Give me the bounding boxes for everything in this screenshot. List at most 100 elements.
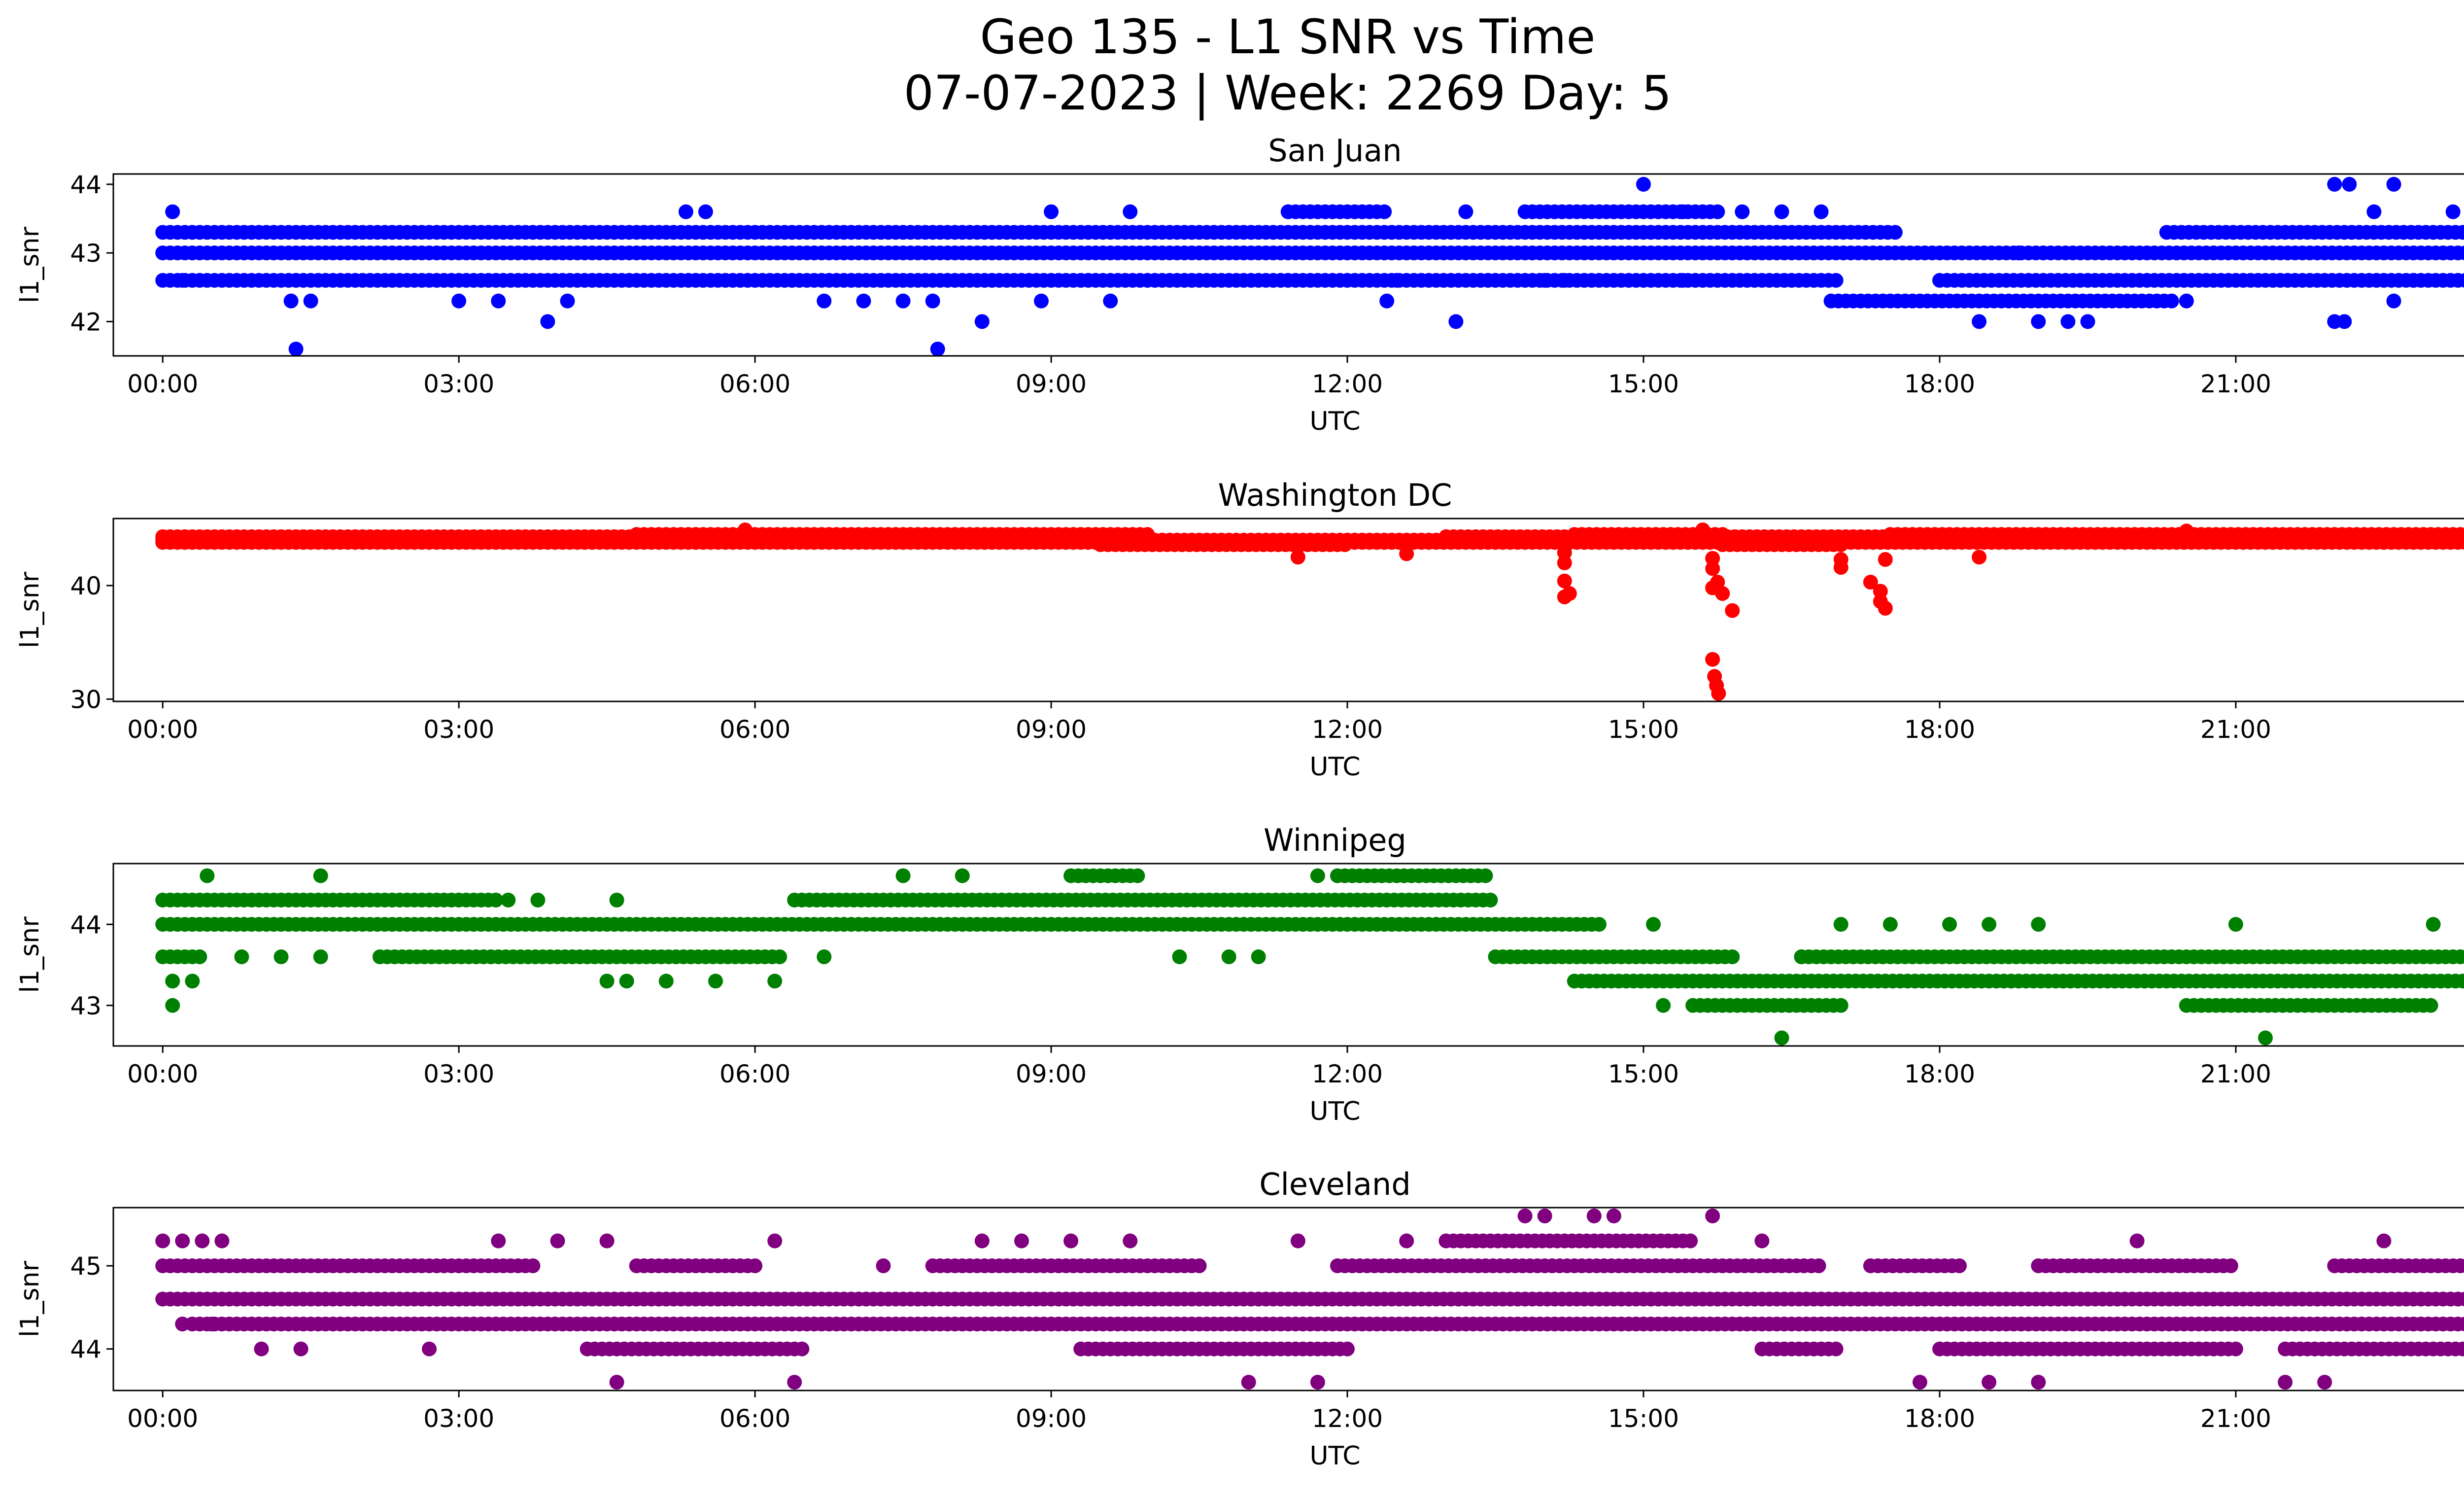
data-point — [876, 1258, 891, 1273]
data-point — [1557, 573, 1572, 589]
data-point — [1340, 1341, 1355, 1356]
data-series — [155, 868, 2464, 1045]
data-point — [2179, 293, 2194, 309]
x-tick-label: 09:00 — [1016, 1404, 1087, 1433]
data-point — [1221, 949, 1236, 965]
data-point — [817, 293, 832, 309]
y-tick-label: 42 — [70, 308, 102, 336]
data-point — [1982, 1375, 1997, 1390]
data-point — [530, 893, 546, 907]
data-point — [1676, 204, 1691, 219]
x-tick-label: 12:00 — [1312, 1060, 1383, 1088]
x-tick-label: 00:00 — [127, 370, 198, 398]
data-point — [422, 1341, 437, 1356]
data-point — [1942, 917, 1957, 932]
data-point — [1636, 176, 1651, 192]
data-series — [155, 176, 2464, 356]
data-point — [794, 1341, 810, 1356]
data-point — [1483, 893, 1498, 907]
data-point — [1537, 273, 1552, 288]
data-point — [2223, 1258, 2238, 1273]
data-point — [1794, 949, 1809, 965]
data-point — [2011, 245, 2026, 261]
y-axis-label: l1_snr — [15, 1260, 45, 1337]
data-point — [1399, 546, 1414, 561]
data-point — [1887, 225, 1903, 240]
data-point — [491, 293, 506, 309]
data-point — [678, 204, 693, 219]
data-point — [609, 1375, 624, 1390]
data-point — [2386, 176, 2401, 192]
data-point — [1811, 1258, 1826, 1273]
data-point — [930, 342, 945, 356]
chart-title: Washington DC — [1218, 477, 1452, 513]
data-point — [303, 225, 318, 240]
data-point — [1123, 1233, 1138, 1249]
x-tick-label: 00:00 — [127, 1404, 198, 1433]
data-point — [313, 868, 328, 883]
data-point — [1130, 868, 1145, 883]
data-point — [1676, 273, 1691, 288]
data-point — [274, 949, 289, 965]
data-point — [1458, 204, 1473, 219]
data-point — [1557, 545, 1572, 560]
x-tick-label: 18:00 — [1904, 370, 1975, 398]
plot-frame — [112, 1207, 2464, 1391]
data-point — [2060, 314, 2076, 329]
data-point — [491, 1233, 506, 1249]
data-point — [155, 1233, 171, 1249]
data-point — [1725, 949, 1740, 965]
data-point — [1478, 868, 1493, 883]
chart-title: Winnipeg — [1264, 822, 1406, 858]
data-point — [2453, 949, 2464, 965]
data-point — [767, 973, 783, 989]
data-point — [2460, 1259, 2464, 1272]
data-point — [540, 314, 555, 329]
data-point — [165, 973, 180, 989]
data-point — [1241, 1375, 1256, 1390]
data-point — [175, 1233, 190, 1249]
data-point — [2453, 1258, 2464, 1273]
data-series — [155, 522, 2464, 701]
data-point — [2445, 204, 2461, 219]
x-axis-label: UTC — [1309, 752, 1360, 782]
data-point — [254, 1341, 269, 1356]
data-point — [895, 868, 911, 883]
x-tick-label: 03:00 — [423, 1060, 494, 1088]
x-tick-label: 18:00 — [1904, 715, 1975, 744]
data-point — [451, 293, 467, 309]
data-point — [1710, 204, 1725, 219]
data-point — [2463, 977, 2464, 985]
data-point — [1705, 561, 1720, 576]
data-point — [1774, 1030, 1789, 1045]
x-tick-label: 06:00 — [719, 370, 790, 398]
x-tick-label: 15:00 — [1608, 1404, 1679, 1433]
data-point — [856, 293, 871, 309]
data-point — [925, 293, 940, 309]
data-point — [1982, 917, 1997, 932]
data-point — [2406, 273, 2421, 288]
x-tick-label: 12:00 — [1312, 370, 1383, 398]
data-point — [1828, 273, 1844, 288]
figure-title: Geo 135 - L1 SNR vs Time 07-07-2023 | We… — [0, 9, 2464, 121]
data-point — [599, 1233, 615, 1249]
x-tick-label: 12:00 — [1312, 715, 1383, 744]
x-tick-label: 09:00 — [1016, 715, 1087, 744]
data-point — [1912, 1375, 1927, 1390]
data-point — [1562, 586, 1577, 601]
data-point — [974, 1233, 990, 1249]
data-point — [2129, 1233, 2145, 1249]
data-point — [1044, 204, 1059, 219]
x-tick-label: 09:00 — [1016, 1060, 1087, 1088]
data-point — [2164, 293, 2179, 309]
x-tick-label: 03:00 — [423, 370, 494, 398]
data-point — [2080, 314, 2095, 329]
data-point — [2458, 1291, 2464, 1307]
data-point — [1557, 555, 1572, 570]
data-point — [1833, 998, 1848, 1013]
x-tick-label: 15:00 — [1608, 715, 1679, 744]
data-point — [185, 973, 200, 989]
x-axis-label: UTC — [1309, 1441, 1360, 1471]
data-point — [1711, 686, 1726, 701]
data-point — [1586, 1208, 1602, 1223]
